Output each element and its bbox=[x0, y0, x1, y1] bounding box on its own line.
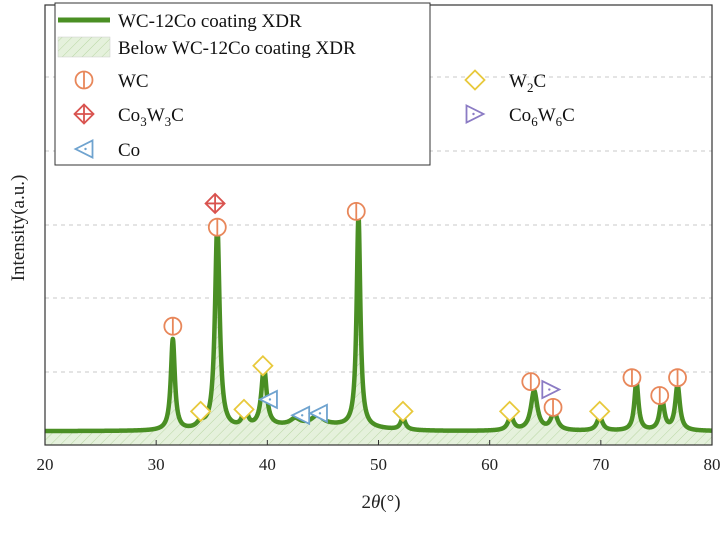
marker-w2c bbox=[392, 400, 414, 423]
x-axis-title-unit: (°) bbox=[380, 492, 400, 513]
x-tick-label: 30 bbox=[148, 455, 165, 474]
marker-wc bbox=[543, 397, 563, 417]
marker-co6w6c bbox=[541, 379, 562, 400]
x-tick-label: 50 bbox=[370, 455, 387, 474]
marker-co bbox=[307, 403, 328, 424]
marker-wc bbox=[521, 372, 541, 392]
x-tick-label: 70 bbox=[592, 455, 609, 474]
x-axis-title-main: 2 bbox=[361, 492, 371, 513]
legend-item-wc: WC bbox=[74, 70, 149, 92]
legend-label: Below WC-12Co coating XDR bbox=[118, 38, 356, 59]
below-coating-area bbox=[45, 215, 712, 445]
marker-wc bbox=[668, 368, 687, 388]
legend-item-co3w3c: Co3W3C bbox=[73, 103, 184, 129]
marker-wc bbox=[163, 316, 183, 336]
marker-w2c bbox=[588, 400, 611, 423]
legend-item-fill: Below WC-12Co coating XDR bbox=[57, 36, 356, 59]
legend-fill-swatch bbox=[57, 36, 111, 58]
x-tick-label: 40 bbox=[259, 455, 276, 474]
marker-wc bbox=[346, 201, 366, 221]
legend-label: Co6W6C bbox=[509, 105, 575, 129]
marker-co bbox=[257, 389, 278, 410]
x-axis-title: 2θ(°) bbox=[361, 492, 400, 513]
y-axis-title: Intensity(a.u.) bbox=[8, 175, 29, 282]
marker-w2c bbox=[252, 355, 274, 377]
legend-item-co6w6c: Co6W6C bbox=[465, 104, 575, 129]
legend-item-line: WC-12Co coating XDR bbox=[58, 11, 302, 32]
marker-w2c bbox=[498, 400, 521, 423]
x-tick-label: 60 bbox=[481, 455, 498, 474]
marker-w2c bbox=[189, 400, 212, 423]
legend-label: W2C bbox=[509, 71, 546, 95]
legend-box bbox=[54, 2, 431, 166]
marker-co3w3c bbox=[204, 192, 226, 215]
marker-wc bbox=[622, 368, 642, 388]
marker-wc bbox=[207, 217, 227, 237]
legend: WC-12Co coating XDR Below WC-12Co coating… bbox=[54, 2, 575, 166]
marker-wc bbox=[650, 386, 670, 405]
x-tick-label: 80 bbox=[704, 455, 721, 474]
legend-label: WC bbox=[118, 71, 149, 92]
x-tick-label: 20 bbox=[37, 455, 54, 474]
legend-item-co: Co bbox=[73, 139, 140, 161]
marker-w2c bbox=[233, 398, 255, 421]
legend-item-w2c: W2C bbox=[464, 69, 546, 95]
legend-label: WC-12Co coating XDR bbox=[118, 11, 302, 32]
horizontal-gridlines bbox=[45, 76, 712, 373]
x-axis-ticks: 20 30 40 50 60 70 80 bbox=[37, 440, 721, 474]
coating-xrd-line bbox=[42, 212, 715, 434]
legend-label: Co bbox=[118, 140, 140, 161]
x-axis-title-var: θ bbox=[371, 492, 380, 513]
marker-co bbox=[290, 405, 311, 426]
legend-label: Co3W3C bbox=[118, 105, 184, 129]
phase-markers bbox=[163, 192, 687, 426]
